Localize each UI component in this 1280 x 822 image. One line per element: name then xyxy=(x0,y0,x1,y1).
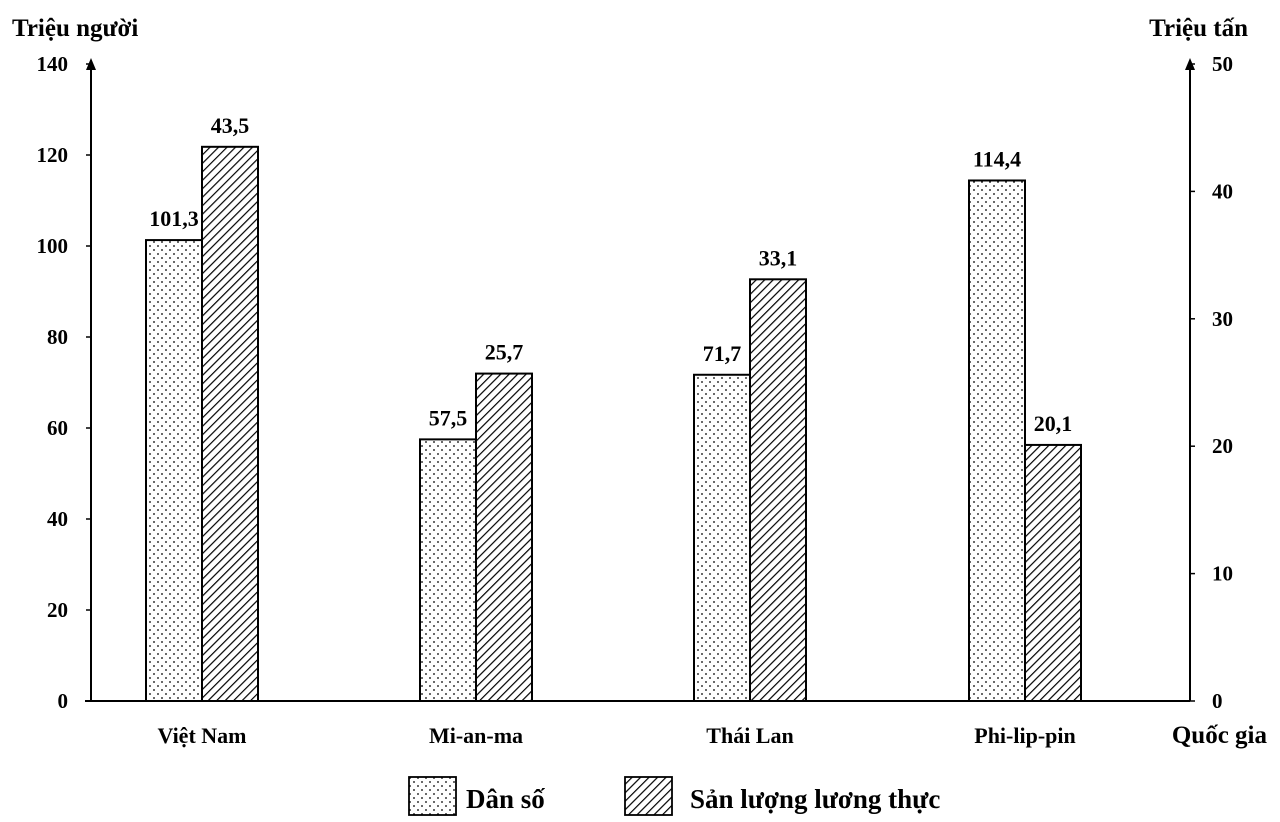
bar-san-luong xyxy=(749,278,807,702)
legend-swatch-dan-so xyxy=(408,776,457,816)
right-tick-label: 10 xyxy=(1212,562,1233,586)
data-label: 25,7 xyxy=(485,340,524,365)
data-label: 101,3 xyxy=(149,206,199,231)
left-tick-label: 20 xyxy=(47,598,68,622)
data-label: 20,1 xyxy=(1034,411,1073,436)
right-tick-label: 50 xyxy=(1212,52,1233,76)
data-label: 33,1 xyxy=(759,245,798,270)
bar-dan-so xyxy=(419,438,477,702)
left-tick-label: 120 xyxy=(37,143,69,167)
right-axis-title: Triệu tấn xyxy=(1149,15,1248,42)
legend: Dân số Sản lượng lương thực xyxy=(408,776,940,816)
right-tick-label: 20 xyxy=(1212,434,1233,458)
legend-label-dan-so: Dân số xyxy=(466,784,545,814)
bar-san-luong xyxy=(201,145,259,702)
category-label: Mi-an-ma xyxy=(429,723,523,748)
category-label: Thái Lan xyxy=(706,723,793,748)
right-tick-label: 40 xyxy=(1212,179,1233,203)
data-label: 71,7 xyxy=(703,341,742,366)
left-ticks: 0 20 40 60 80 100 120 140 xyxy=(37,52,91,713)
right-tick-label: 0 xyxy=(1212,689,1223,713)
category-labels: Việt Nam Mi-an-ma Thái Lan Phi-lip-pin xyxy=(158,723,1076,748)
left-tick-label: 40 xyxy=(47,507,68,531)
left-tick-label: 60 xyxy=(47,416,68,440)
data-label: 57,5 xyxy=(429,405,468,430)
right-ticks: 0 10 20 30 40 50 xyxy=(1190,52,1233,713)
right-tick-label: 30 xyxy=(1212,307,1233,331)
data-label: 114,4 xyxy=(973,146,1021,171)
bar-dan-so xyxy=(968,179,1026,703)
left-tick-label: 140 xyxy=(37,52,69,76)
bar-dan-so xyxy=(145,239,203,703)
left-tick-label: 100 xyxy=(37,234,69,258)
left-tick-label: 0 xyxy=(58,689,69,713)
data-label: 43,5 xyxy=(211,113,250,138)
bar-san-luong xyxy=(475,372,533,702)
left-tick-label: 80 xyxy=(47,325,68,349)
bar-san-luong xyxy=(1024,443,1082,702)
legend-swatch-san-luong xyxy=(624,776,673,816)
category-label: Việt Nam xyxy=(158,723,247,748)
x-axis-title: Quốc gia xyxy=(1172,722,1268,749)
category-label: Phi-lip-pin xyxy=(974,723,1075,748)
bar-dan-so xyxy=(693,373,751,702)
left-axis-title: Triệu người xyxy=(12,15,138,42)
bars: 101,3 43,5 57,5 25,7 71,7 33,1 114,4 20,1 xyxy=(145,113,1082,703)
legend-label-san-luong: Sản lượng lương thực xyxy=(690,784,940,814)
